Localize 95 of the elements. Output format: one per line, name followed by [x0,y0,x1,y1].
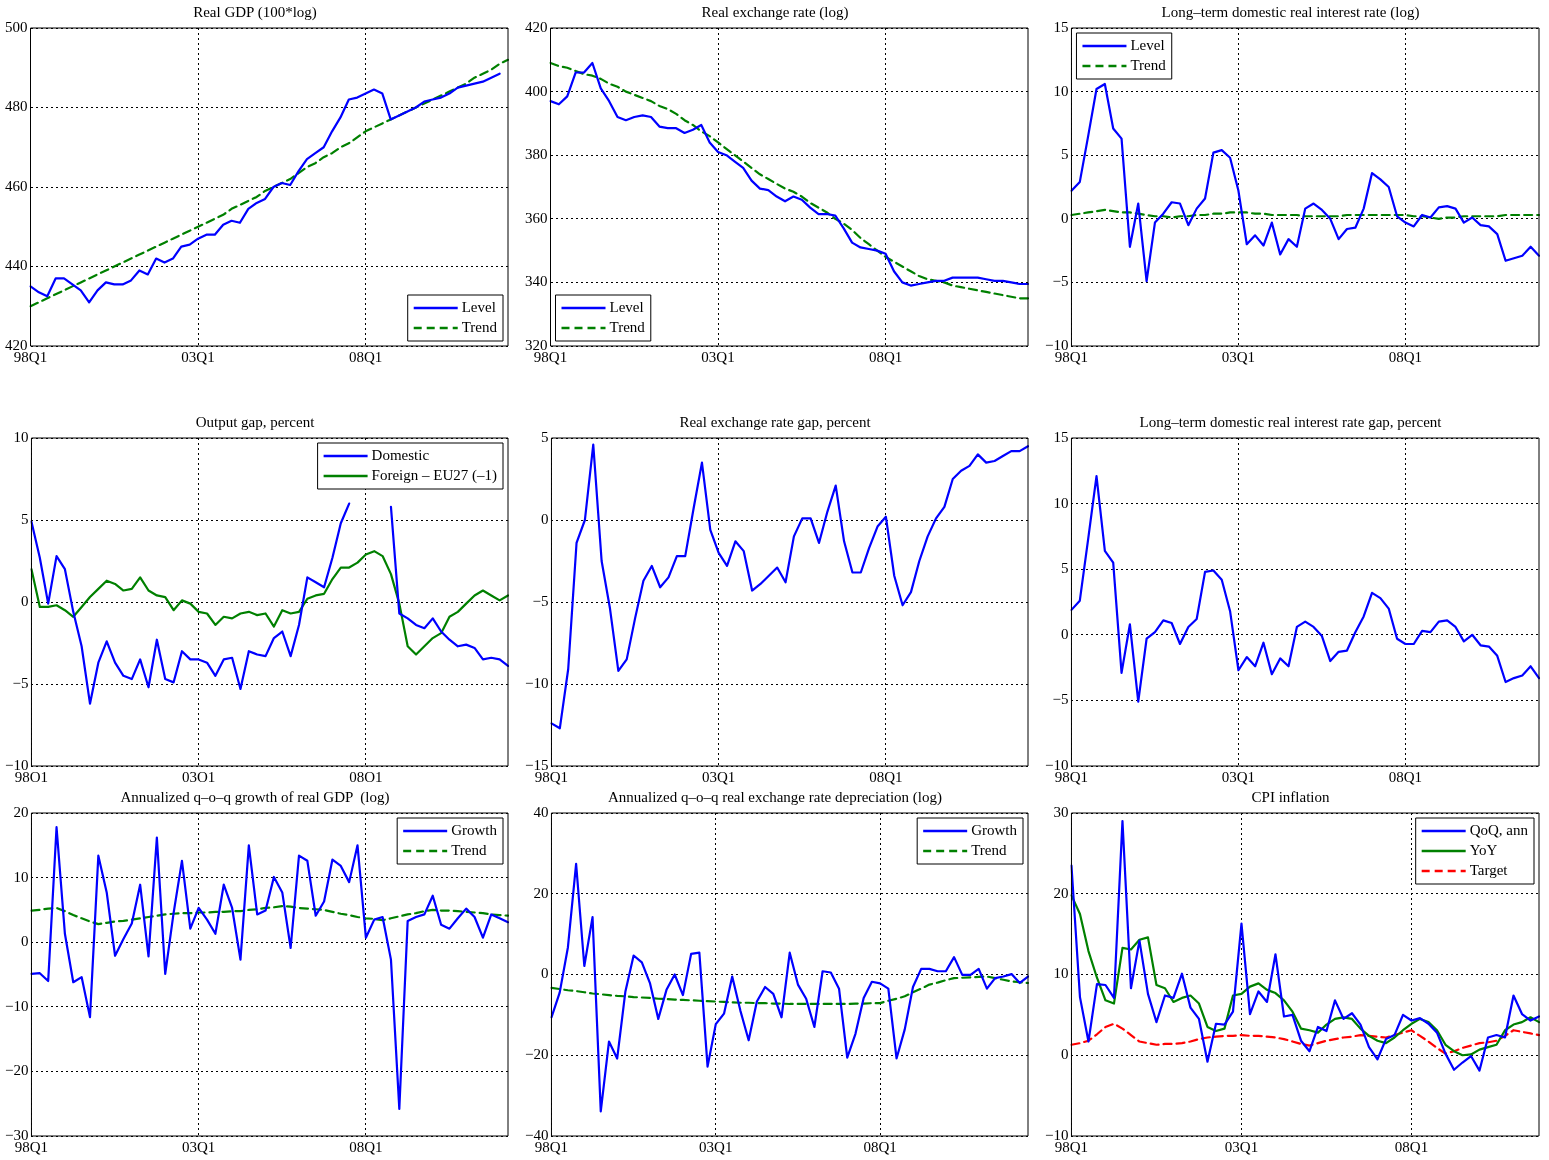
y-tick-label: −30 [4,1126,29,1143]
chart-title: Output gap, percent [195,413,316,430]
x-tick-label: 08Q1 [1388,768,1423,785]
legend-label: Trend [971,841,1007,858]
y-tick-label: 5 [1060,560,1069,577]
x-tick-label: 03Q1 [181,1138,216,1155]
y-tick-label: 40 [533,803,549,820]
x-tick-label: 03Q1 [699,1138,733,1155]
x-tick-label: 03Q1 [1224,1138,1259,1155]
x-tick-label: 08Q1 [1388,348,1423,365]
x-tick-label: 08Q1 [869,768,903,785]
line-series [30,904,510,926]
y-tick-label: 460 [5,177,28,194]
legend-label: QoQ, ann [1469,821,1529,838]
y-tick-label: 400 [525,82,548,99]
y-tick-label: −10 [4,997,29,1014]
y-tick-label: 30 [1053,803,1069,820]
y-tick-label: −15 [524,756,549,773]
y-tick-label: −40 [524,1126,549,1143]
legend-label: Trend [451,841,487,858]
y-tick-label: 20 [533,884,549,901]
y-tick-label: 20 [1053,884,1069,901]
legend-label: YoY [1469,841,1498,858]
y-tick-label: 10 [13,868,29,885]
legend-label: Domestic [371,446,430,463]
y-tick-label: 0 [20,933,29,950]
y-tick-label: −10 [1044,336,1069,353]
y-tick-label: 10 [13,428,29,445]
y-tick-label: 5 [1060,146,1069,163]
legend-label: Growth [971,821,1018,838]
legend-label: Trend [609,318,646,335]
y-tick-label: 420 [525,18,548,35]
x-tick-label: 03Q1 [1221,348,1256,365]
y-tick-label: 10 [1053,965,1069,982]
x-tick-label: 03Q1 [1221,768,1256,785]
y-tick-label: 320 [525,336,548,353]
x-tick-label: 08Q1 [348,348,383,365]
y-tick-label: −20 [524,1046,549,1063]
legend-label: Growth [451,821,498,838]
chart-title: Real exchange rate gap, percent [679,413,872,430]
y-tick-label: −10 [4,756,29,773]
y-tick-label: 420 [5,336,28,353]
legend-label: Trend [461,318,498,335]
y-tick-label: −5 [12,674,29,691]
chart-title: Annualized q–o–q growth of real GDP (log) [120,788,390,806]
y-tick-label: 0 [540,510,549,527]
legend-label: Target [1469,861,1509,878]
x-tick-label: 08O1 [349,768,383,785]
x-tick-label: 08Q1 [349,1138,383,1155]
y-tick-label: 15 [1053,428,1069,445]
legend-label: Level [1130,36,1165,53]
line-series [550,975,1030,1006]
y-tick-label: −5 [1052,273,1069,290]
line-series [1070,1022,1541,1055]
legend-label: Foreign – EU27 (–1) [371,466,498,484]
line-series [1070,208,1541,220]
chart-title: CPI inflation [1251,788,1330,805]
y-tick-label: 5 [540,428,549,445]
y-tick-label: 0 [20,592,29,609]
y-tick-label: 0 [1060,209,1069,226]
chart-title: Real GDP (100*log) [193,3,317,21]
y-tick-label: 0 [1060,1046,1069,1063]
chart-title: Long–term domestic real interest rate (log) [1161,3,1420,21]
y-tick-label: 340 [525,273,548,290]
y-tick-label: 10 [1053,494,1069,511]
y-tick-label: −10 [1044,1126,1069,1143]
x-tick-label: 03O1 [181,768,216,785]
y-tick-label: −5 [532,592,549,609]
y-tick-label: 20 [13,803,29,820]
legend-label: Level [461,298,496,315]
x-tick-label: 08Q1 [868,348,903,365]
y-tick-label: −10 [524,674,549,691]
y-tick-label: 500 [5,18,28,35]
y-tick-label: 0 [1060,625,1069,642]
y-tick-label: 480 [5,98,28,115]
y-tick-label: −20 [4,1062,29,1079]
legend-label: Level [609,298,644,315]
x-tick-label: 08Q1 [863,1138,897,1155]
y-tick-label: −5 [1052,691,1069,708]
x-tick-label: 08Q1 [1394,1138,1429,1155]
y-tick-label: 440 [5,257,28,274]
y-tick-label: 0 [540,965,549,982]
x-tick-label: 03Q1 [701,348,735,365]
chart-title: Long–term domestic real interest rate gap, percent [1139,413,1443,430]
y-tick-label: 5 [20,510,29,527]
chart-title: Real exchange rate (log) [701,3,849,21]
chart-title: Annualized q–o–q real exchange rate depreciation (log) [607,788,943,806]
x-tick-label: 03Q1 [701,768,736,785]
y-tick-label: 380 [525,146,548,163]
y-tick-label: 360 [525,209,548,226]
x-tick-label: 03Q1 [181,348,215,365]
legend-label: Trend [1130,56,1167,73]
y-tick-label: −10 [1044,756,1069,773]
y-tick-label: 15 [1053,18,1069,35]
y-tick-label: 10 [1053,82,1069,99]
